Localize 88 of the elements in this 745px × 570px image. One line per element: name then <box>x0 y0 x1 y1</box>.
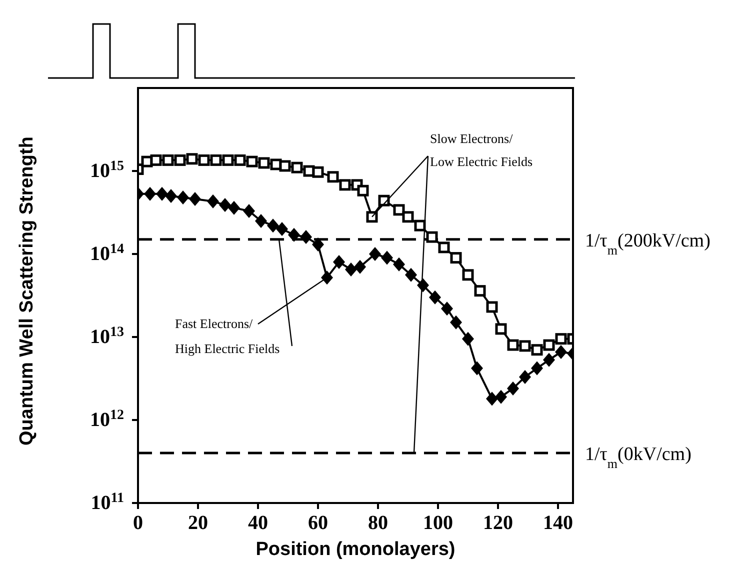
point <box>243 204 255 218</box>
point <box>312 166 324 178</box>
point <box>186 153 198 165</box>
point <box>291 162 303 174</box>
point <box>300 230 312 244</box>
point <box>207 194 219 208</box>
point <box>267 218 279 233</box>
point <box>276 222 288 236</box>
ref-line-label: 1/τ$_{m}$(0kV/cm) <box>585 444 692 471</box>
point <box>393 204 405 216</box>
y-tick-label: 10$^{12}$ <box>90 408 124 431</box>
point <box>246 156 258 168</box>
point <box>438 242 450 254</box>
point <box>228 200 240 215</box>
y-tick-label: 10$^{13}$ <box>90 324 124 348</box>
x-tick-label: 20 <box>188 512 208 534</box>
point <box>198 154 210 166</box>
x-tick-label: 120 <box>483 512 513 534</box>
point <box>312 238 324 252</box>
point <box>405 268 417 282</box>
point <box>507 381 519 396</box>
point <box>234 154 246 166</box>
point <box>531 361 543 376</box>
point <box>507 339 519 351</box>
point <box>222 154 234 166</box>
point <box>450 315 462 330</box>
point <box>255 214 267 228</box>
x-tick-label: 40 <box>248 512 268 534</box>
point <box>393 257 405 272</box>
point <box>462 332 474 346</box>
point <box>354 260 366 274</box>
point <box>441 302 453 316</box>
point <box>177 190 189 204</box>
point <box>165 188 177 203</box>
point <box>150 154 162 166</box>
point <box>162 154 174 166</box>
point <box>345 262 357 277</box>
point <box>543 352 555 367</box>
x-tick-label: 60 <box>308 512 328 534</box>
ref-line-label: 1/τ$_{m}$(200kV/cm) <box>585 230 710 257</box>
point <box>339 179 351 191</box>
x-axis-title: Position (monolayers) <box>256 539 456 560</box>
point <box>210 154 222 166</box>
point <box>366 211 378 223</box>
point <box>486 392 498 406</box>
x-tick-label: 100 <box>423 512 453 534</box>
point <box>369 247 381 261</box>
y-axis-title: Quantum Well Scattering Strength <box>16 136 38 446</box>
point <box>381 250 393 265</box>
point <box>462 269 474 281</box>
point <box>402 211 414 223</box>
x-tick-label: 0 <box>133 512 143 534</box>
point <box>519 340 531 352</box>
point <box>471 361 483 376</box>
point <box>258 157 270 169</box>
point <box>486 301 498 313</box>
point <box>531 344 543 356</box>
point <box>156 186 168 201</box>
point <box>429 290 441 304</box>
y-tick-label: 10$^{15}$ <box>90 158 124 182</box>
point <box>327 171 339 183</box>
point <box>174 154 186 166</box>
point <box>555 344 567 359</box>
point <box>333 255 345 270</box>
point <box>279 160 291 172</box>
point <box>357 184 369 196</box>
point <box>426 231 438 243</box>
y-tick-label: 10$^{11}$ <box>90 490 124 514</box>
point <box>288 228 300 242</box>
point <box>495 390 507 404</box>
point <box>495 323 507 335</box>
annotation: Low Electric Fields <box>430 154 533 169</box>
y-tick-label: 10$^{14}$ <box>90 242 124 265</box>
point <box>189 192 201 206</box>
point <box>555 333 567 345</box>
x-tick-label: 140 <box>543 512 573 534</box>
point <box>321 270 333 285</box>
point <box>219 198 231 212</box>
point <box>543 339 555 351</box>
annotation: High Electric Fields <box>175 341 280 356</box>
point <box>519 370 531 384</box>
x-tick-label: 80 <box>368 512 388 534</box>
point <box>144 186 156 201</box>
annotation: Fast Electrons/ <box>175 316 254 331</box>
annotation: Slow Electrons/ <box>430 131 514 146</box>
point <box>450 252 462 264</box>
point <box>414 220 426 232</box>
point <box>474 285 486 297</box>
